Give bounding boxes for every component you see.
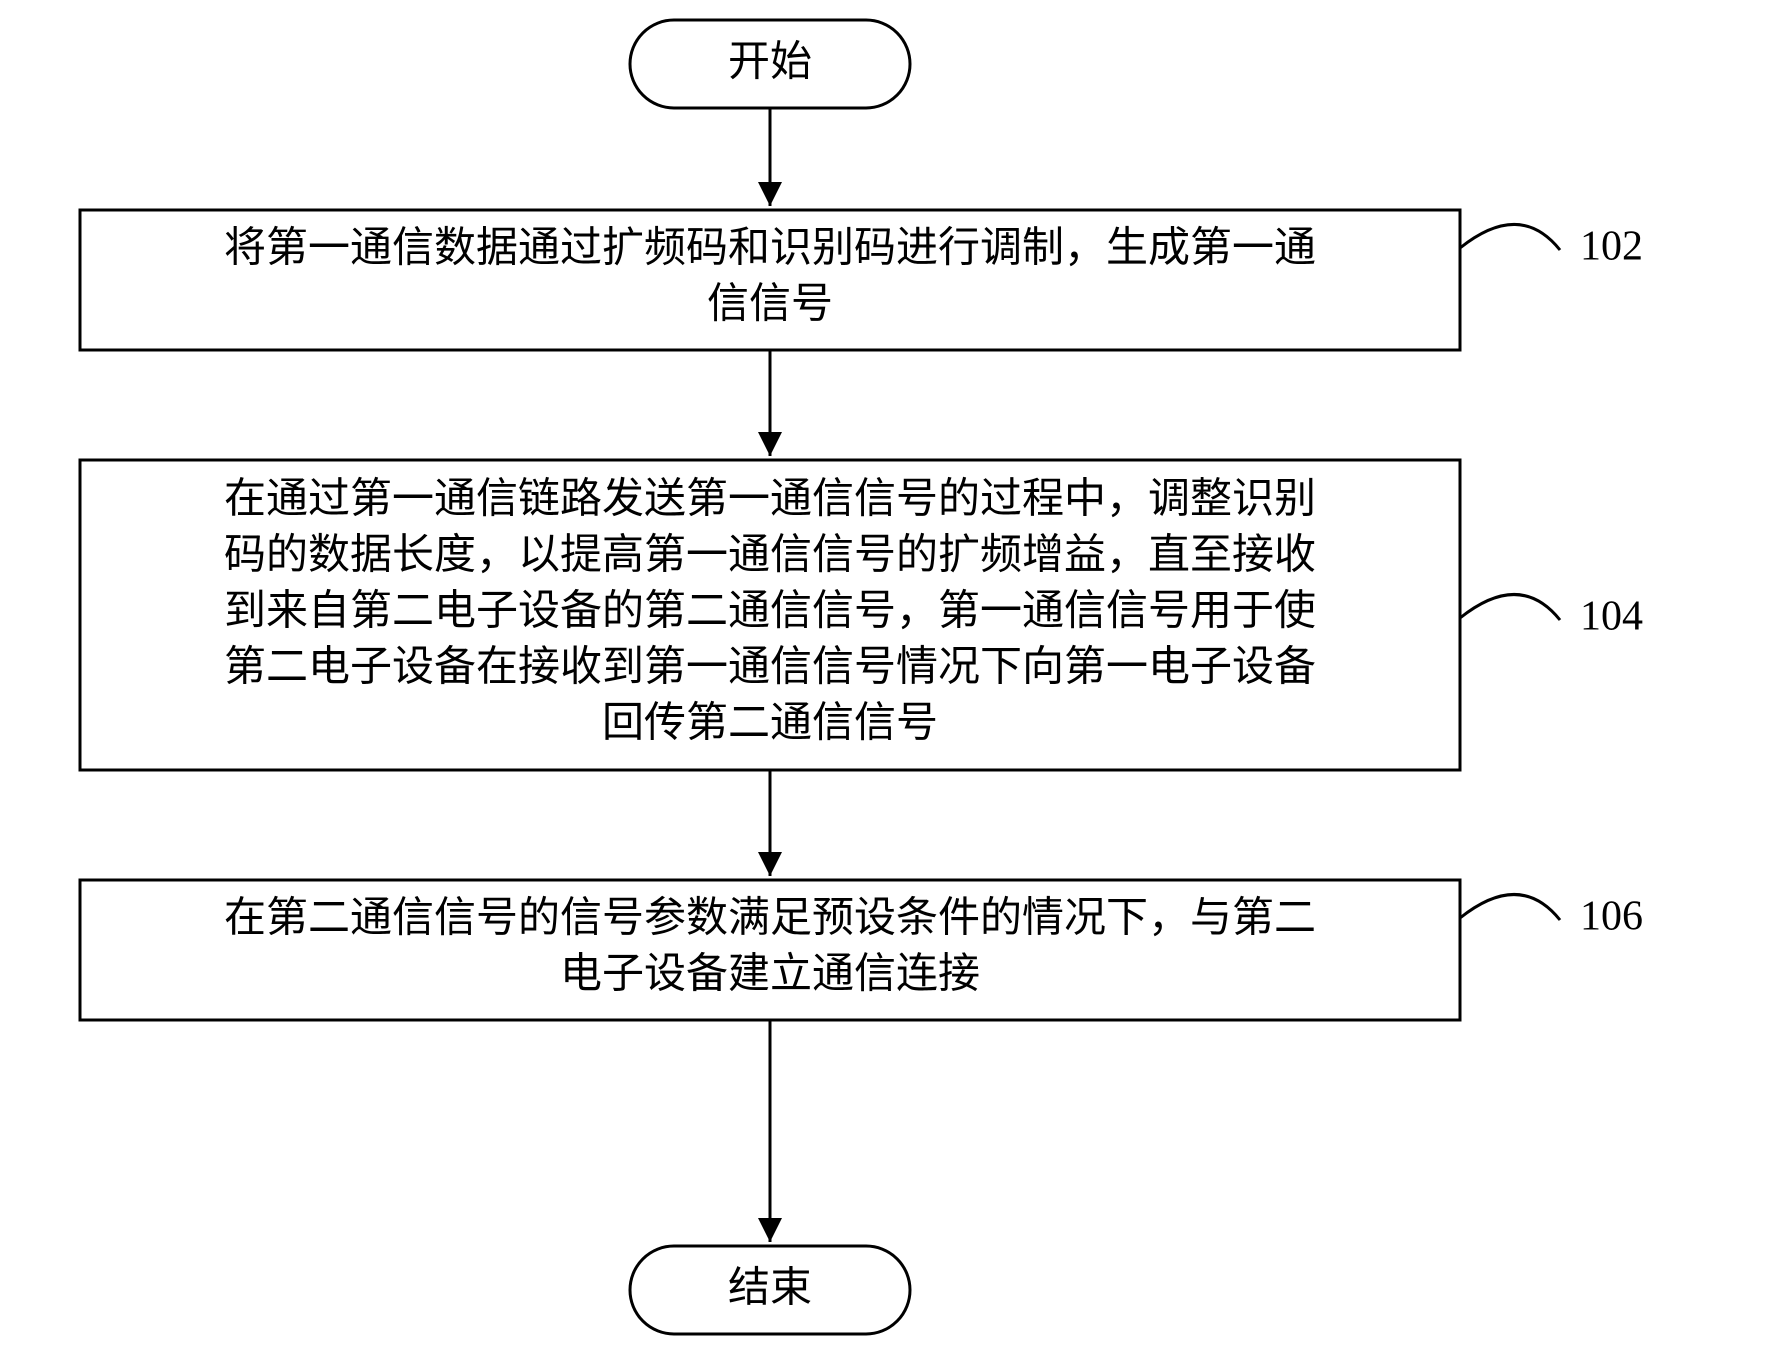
step-b2: 在通过第一通信链路发送第一通信信号的过程中，调整识别码的数据长度，以提高第一通信… — [80, 460, 1643, 770]
step-b2-callout — [1460, 594, 1560, 620]
terminal-start: 开始 — [630, 20, 910, 108]
terminal-start-label: 开始 — [728, 40, 812, 86]
terminal-end: 结束 — [630, 1246, 910, 1334]
terminal-end-label: 结束 — [728, 1266, 812, 1312]
step-b3-number: 106 — [1580, 894, 1643, 940]
step-b2-line: 码的数据长度，以提高第一通信信号的扩频增益，直至接收 — [224, 533, 1316, 579]
step-b2-number: 104 — [1580, 594, 1643, 640]
step-b1: 将第一通信数据通过扩频码和识别码进行调制，生成第一通信信号 102 — [80, 210, 1643, 350]
step-b3-line: 电子设备建立通信连接 — [560, 951, 980, 998]
step-b3: 在第二通信信号的信号参数满足预设条件的情况下，与第二电子设备建立通信连接 106 — [80, 880, 1643, 1020]
step-b1-line: 信信号 — [707, 282, 833, 328]
step-b1-number: 102 — [1580, 224, 1643, 270]
step-b3-callout — [1460, 894, 1560, 920]
step-b2-line: 到来自第二电子设备的第二通信信号，第一通信信号用于使 — [224, 589, 1316, 635]
step-b2-line: 回传第二通信信号 — [602, 701, 938, 747]
step-b2-line: 在通过第一通信链路发送第一通信信号的过程中，调整识别 — [224, 477, 1316, 523]
step-b1-line: 将第一通信数据通过扩频码和识别码进行调制，生成第一通 — [224, 226, 1316, 272]
step-b3-line: 在第二通信信号的信号参数满足预设条件的情况下，与第二 — [224, 895, 1316, 942]
step-b1-callout — [1460, 224, 1560, 250]
step-b2-line: 第二电子设备在接收到第一通信信号情况下向第一电子设备 — [224, 645, 1316, 691]
